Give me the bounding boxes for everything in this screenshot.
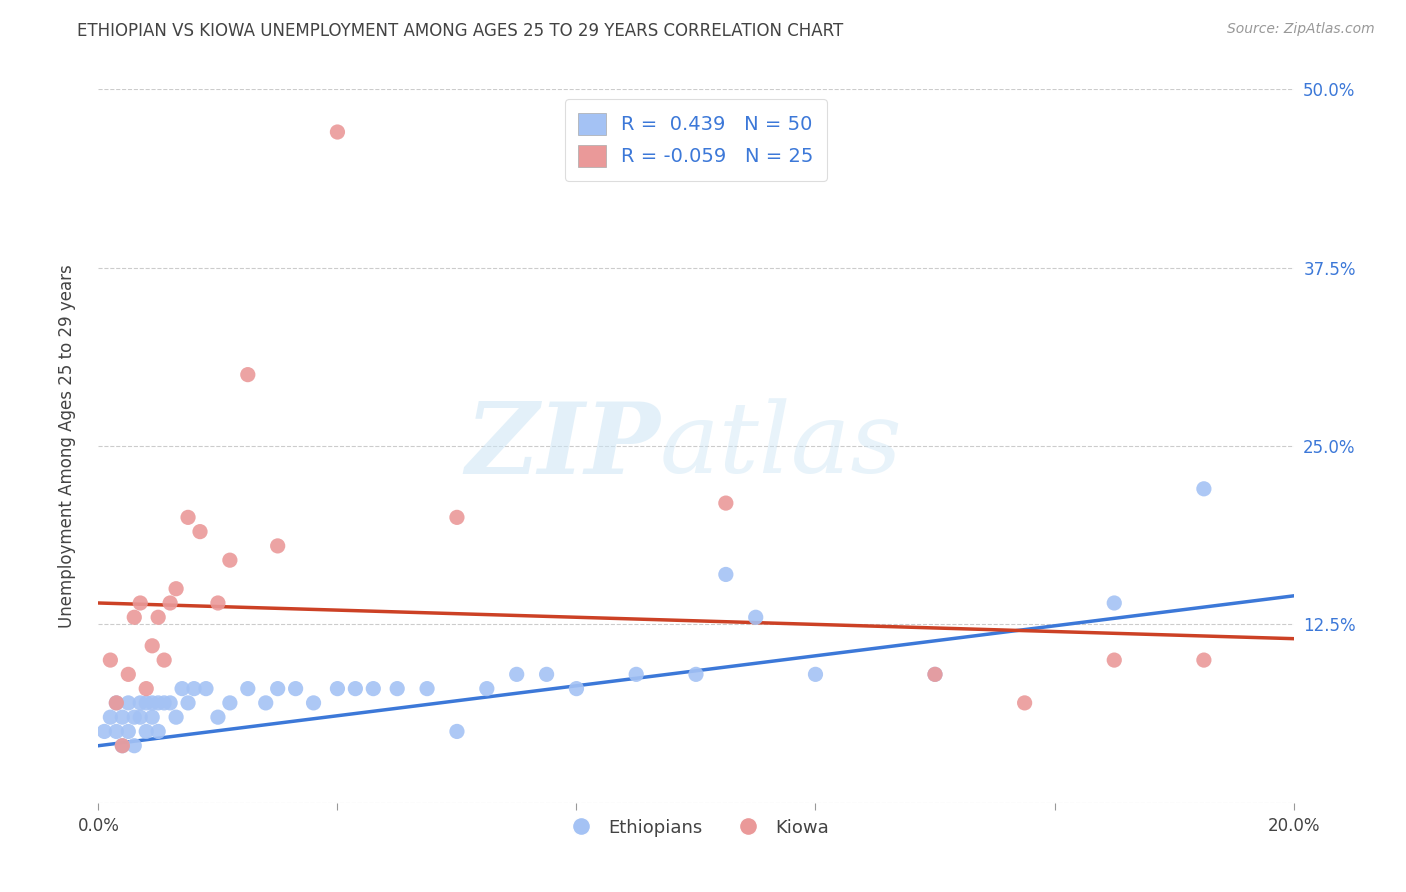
Point bbox=[165, 582, 187, 596]
Point bbox=[159, 696, 181, 710]
Point bbox=[98, 653, 122, 667]
Point bbox=[153, 653, 176, 667]
Point bbox=[141, 639, 163, 653]
Point bbox=[124, 610, 146, 624]
Point bbox=[385, 681, 409, 696]
Point bbox=[1104, 596, 1126, 610]
Point bbox=[344, 681, 367, 696]
Text: ZIP: ZIP bbox=[465, 398, 661, 494]
Point bbox=[124, 710, 146, 724]
Point bbox=[172, 681, 194, 696]
Point bbox=[105, 724, 128, 739]
Point bbox=[1104, 653, 1126, 667]
Point bbox=[416, 681, 439, 696]
Point bbox=[195, 681, 218, 696]
Point bbox=[475, 681, 498, 696]
Point bbox=[714, 496, 737, 510]
Point bbox=[129, 696, 152, 710]
Point bbox=[148, 610, 170, 624]
Point bbox=[326, 681, 349, 696]
Point bbox=[267, 681, 290, 696]
Point bbox=[536, 667, 558, 681]
Point bbox=[111, 739, 134, 753]
Point bbox=[685, 667, 707, 681]
Y-axis label: Unemployment Among Ages 25 to 29 years: Unemployment Among Ages 25 to 29 years bbox=[58, 264, 76, 628]
Point bbox=[165, 710, 187, 724]
Point bbox=[236, 368, 259, 382]
Point bbox=[804, 667, 827, 681]
Point bbox=[148, 724, 170, 739]
Legend: Ethiopians, Kiowa: Ethiopians, Kiowa bbox=[555, 812, 837, 844]
Point bbox=[135, 681, 157, 696]
Point bbox=[177, 510, 200, 524]
Point bbox=[141, 696, 163, 710]
Point bbox=[129, 710, 152, 724]
Point bbox=[254, 696, 277, 710]
Point bbox=[207, 710, 229, 724]
Text: Source: ZipAtlas.com: Source: ZipAtlas.com bbox=[1227, 22, 1375, 37]
Point bbox=[326, 125, 349, 139]
Point bbox=[111, 710, 134, 724]
Point bbox=[153, 696, 176, 710]
Point bbox=[159, 596, 181, 610]
Point bbox=[745, 610, 768, 624]
Point bbox=[148, 696, 170, 710]
Point bbox=[188, 524, 211, 539]
Point bbox=[219, 696, 242, 710]
Point bbox=[506, 667, 529, 681]
Point bbox=[93, 724, 115, 739]
Point bbox=[129, 596, 152, 610]
Point bbox=[446, 724, 468, 739]
Point bbox=[1014, 696, 1036, 710]
Point bbox=[219, 553, 242, 567]
Point bbox=[714, 567, 737, 582]
Point bbox=[446, 510, 468, 524]
Point bbox=[626, 667, 648, 681]
Point bbox=[117, 696, 139, 710]
Point bbox=[284, 681, 307, 696]
Point bbox=[1192, 482, 1215, 496]
Point bbox=[267, 539, 290, 553]
Point bbox=[924, 667, 946, 681]
Point bbox=[924, 667, 946, 681]
Point bbox=[117, 667, 139, 681]
Point bbox=[177, 696, 200, 710]
Text: ETHIOPIAN VS KIOWA UNEMPLOYMENT AMONG AGES 25 TO 29 YEARS CORRELATION CHART: ETHIOPIAN VS KIOWA UNEMPLOYMENT AMONG AG… bbox=[77, 22, 844, 40]
Point bbox=[363, 681, 385, 696]
Point bbox=[135, 724, 157, 739]
Point bbox=[117, 724, 139, 739]
Point bbox=[1192, 653, 1215, 667]
Point bbox=[98, 710, 122, 724]
Point bbox=[124, 739, 146, 753]
Text: atlas: atlas bbox=[661, 399, 903, 493]
Point bbox=[141, 710, 163, 724]
Point bbox=[236, 681, 259, 696]
Point bbox=[207, 596, 229, 610]
Point bbox=[183, 681, 205, 696]
Point bbox=[111, 739, 134, 753]
Point bbox=[302, 696, 325, 710]
Point bbox=[105, 696, 128, 710]
Point bbox=[565, 681, 588, 696]
Point bbox=[105, 696, 128, 710]
Point bbox=[135, 696, 157, 710]
